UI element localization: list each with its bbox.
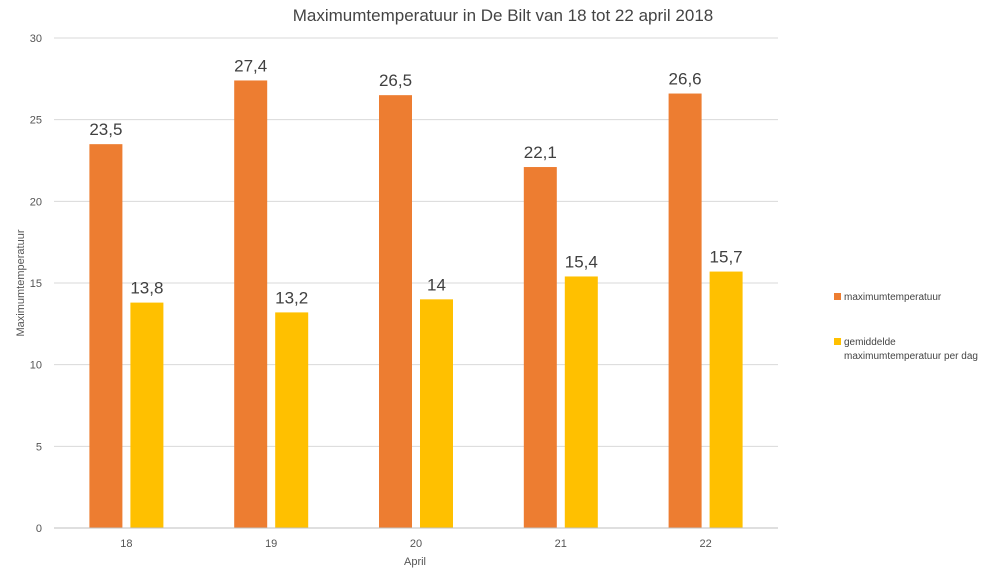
x-tick-label: 20 (410, 538, 422, 550)
data-label-series-2: 14 (427, 275, 446, 294)
y-tick-label: 15 (30, 278, 42, 290)
data-label-series-1: 27,4 (234, 56, 267, 75)
chart-title: Maximumtemperatuur in De Bilt van 18 tot… (293, 6, 713, 25)
legend-label-series-1: maximumtemperatuur (844, 292, 942, 303)
bars (89, 80, 743, 529)
data-label-series-2: 15,4 (565, 252, 598, 271)
legend-label-series-2-line-1: gemiddelde (844, 337, 896, 348)
x-axis-title: April (404, 556, 426, 568)
data-label-series-1: 23,5 (89, 120, 122, 139)
legend-label-series-2-line-2: maximumtemperatuur per dag (844, 351, 978, 362)
bar-series-1 (89, 144, 123, 528)
bar-series-1 (234, 80, 268, 528)
y-tick-label: 25 (30, 115, 42, 127)
x-tick-label: 21 (555, 538, 567, 550)
legend-swatch-series-1 (834, 293, 841, 300)
x-tick-label: 19 (265, 538, 277, 550)
bar-series-2 (130, 302, 164, 528)
bar-series-1 (379, 95, 412, 529)
bar-series-1 (523, 167, 557, 529)
y-axis-title: Maximumtemperatuur (15, 229, 27, 336)
bar-series-2 (709, 271, 743, 528)
data-label-series-1: 26,6 (669, 70, 702, 89)
x-axis-ticks: 18 19 20 21 22 (120, 538, 711, 550)
bar-series-2 (420, 299, 453, 528)
data-label-series-2: 15,7 (710, 248, 743, 267)
legend: maximumtemperatuur gemiddelde maximumtem… (834, 292, 978, 362)
y-tick-label: 0 (36, 523, 42, 535)
legend-swatch-series-2 (834, 338, 841, 345)
x-tick-label: 18 (120, 538, 132, 550)
bar-series-1 (668, 93, 702, 529)
data-label-series-1: 26,5 (379, 71, 412, 90)
data-label-series-1: 22,1 (524, 143, 557, 162)
data-label-series-2: 13,2 (275, 288, 308, 307)
y-tick-label: 20 (30, 196, 42, 208)
bar-series-2 (275, 312, 309, 528)
y-tick-label: 10 (30, 360, 42, 372)
bar-series-2 (564, 276, 598, 528)
x-tick-label: 22 (699, 538, 711, 550)
data-label-series-2: 13,8 (130, 279, 163, 298)
data-labels: 23,5 13,8 27,4 13,2 26,5 14 22,1 15,4 26,6 15,7 (89, 56, 742, 307)
y-axis-ticks: 0 5 10 15 20 25 30 (30, 33, 42, 535)
y-tick-label: 30 (30, 33, 42, 45)
y-tick-label: 5 (36, 441, 42, 453)
gridlines (54, 37, 778, 447)
